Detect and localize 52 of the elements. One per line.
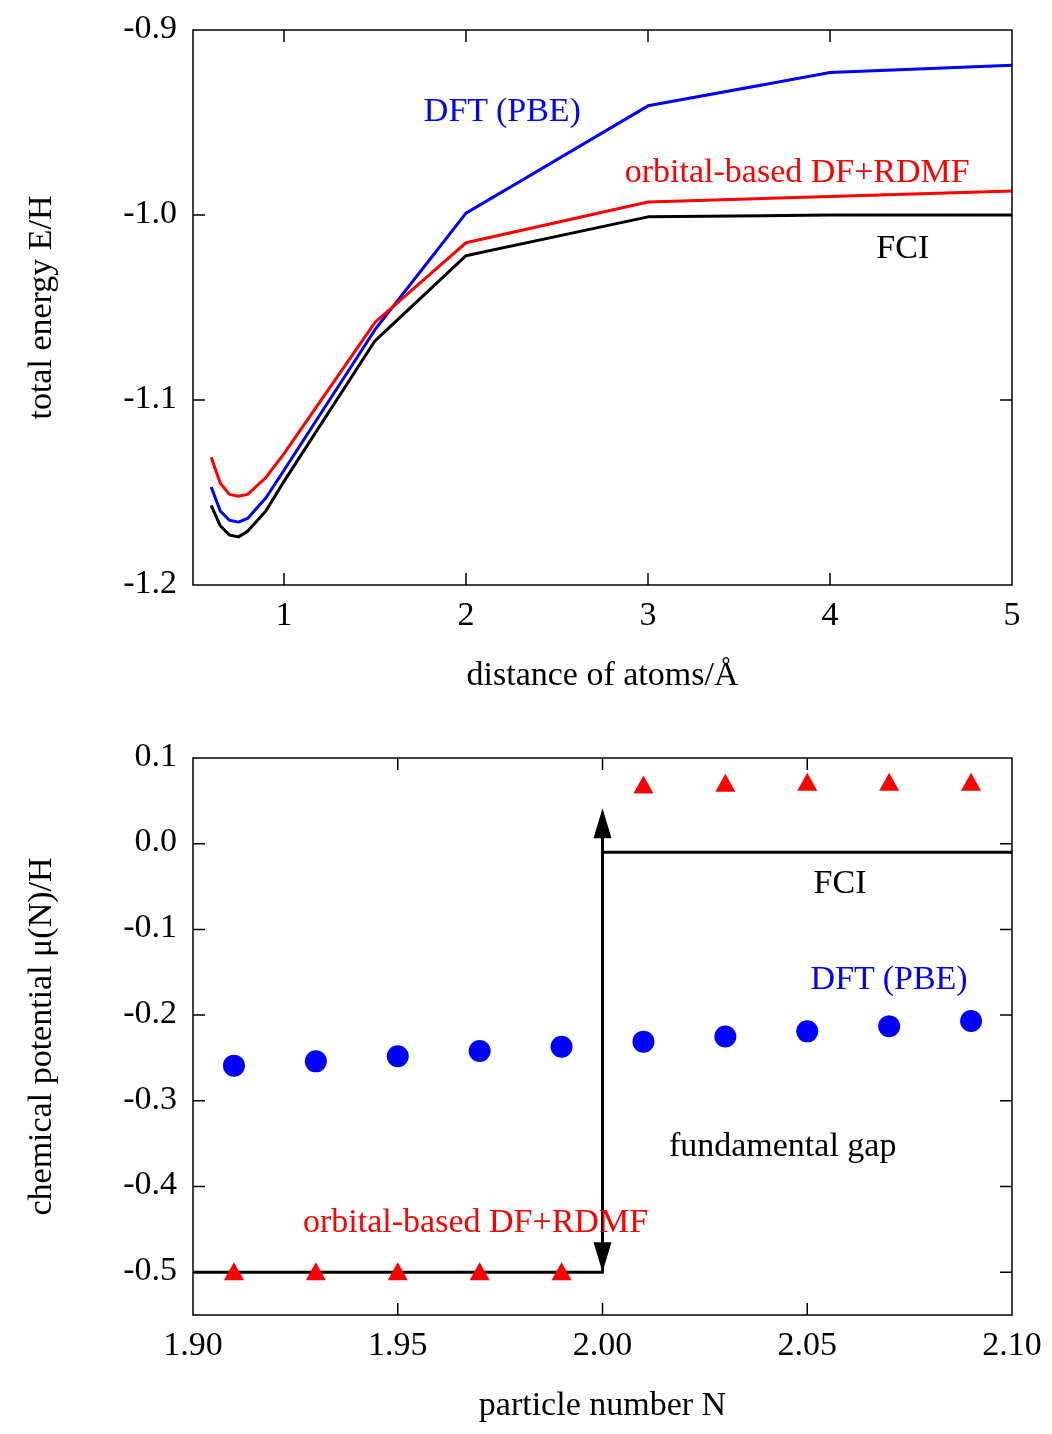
point — [305, 1262, 326, 1281]
x-tick-label: 1 — [275, 595, 293, 632]
y-tick-label: -0.3 — [123, 1078, 177, 1116]
y-tick-label: -0.9 — [123, 7, 177, 45]
point — [715, 773, 736, 792]
point — [386, 1045, 409, 1068]
point — [797, 772, 818, 791]
point — [632, 1030, 655, 1053]
x-tick-label: 1.95 — [368, 1325, 428, 1362]
point — [879, 772, 900, 791]
x-tick-label: 2.00 — [572, 1325, 633, 1362]
point — [714, 1025, 737, 1048]
y-tick-label: -0.1 — [123, 907, 177, 945]
y-tick-label: -1.1 — [123, 377, 177, 415]
annotation: fundamental gap — [668, 1125, 897, 1163]
point — [387, 1262, 408, 1281]
y-tick-label: -1.0 — [123, 192, 177, 230]
y-axis-title: total energy E/H — [20, 195, 58, 420]
y-tick-label: 0.1 — [134, 735, 177, 773]
x-tick-label: 1.90 — [163, 1325, 223, 1362]
point — [468, 1040, 491, 1063]
y-tick-label: -0.5 — [123, 1249, 177, 1287]
x-tick-label: 2.05 — [777, 1325, 837, 1362]
y-tick-label: -0.4 — [123, 1164, 177, 1202]
point — [550, 1035, 573, 1058]
x-axis-title: particle number N — [478, 1385, 727, 1422]
point — [304, 1050, 327, 1073]
point — [222, 1054, 245, 1077]
point — [796, 1020, 819, 1043]
x-tick-label: 3 — [639, 595, 657, 632]
y-tick-label: -0.2 — [123, 992, 177, 1030]
series-label: DFT (PBE) — [423, 91, 581, 130]
x-tick-label: 5 — [1003, 595, 1021, 632]
point — [961, 772, 982, 791]
y-tick-label: -1.2 — [123, 562, 177, 600]
series-label: FCI — [876, 227, 930, 265]
y-tick-label: 0.0 — [134, 821, 177, 859]
y-axis-title: chemical potential μ(N)/H — [20, 857, 59, 1216]
point — [469, 1262, 490, 1281]
point — [633, 775, 654, 794]
x-tick-label: 2 — [457, 595, 475, 632]
x-axis-title: distance of atoms/Å — [466, 655, 739, 692]
point — [551, 1262, 572, 1281]
line-series — [209, 63, 1014, 524]
series-label: DFT (PBE) — [810, 958, 968, 997]
x-tick-label: 4 — [821, 595, 839, 632]
point — [223, 1262, 244, 1281]
series-label: orbital-based DF+RDMF — [624, 152, 970, 190]
point — [878, 1015, 901, 1038]
series-label: FCI — [813, 862, 867, 900]
x-tick-label: 2.10 — [982, 1325, 1042, 1362]
point — [960, 1010, 983, 1033]
